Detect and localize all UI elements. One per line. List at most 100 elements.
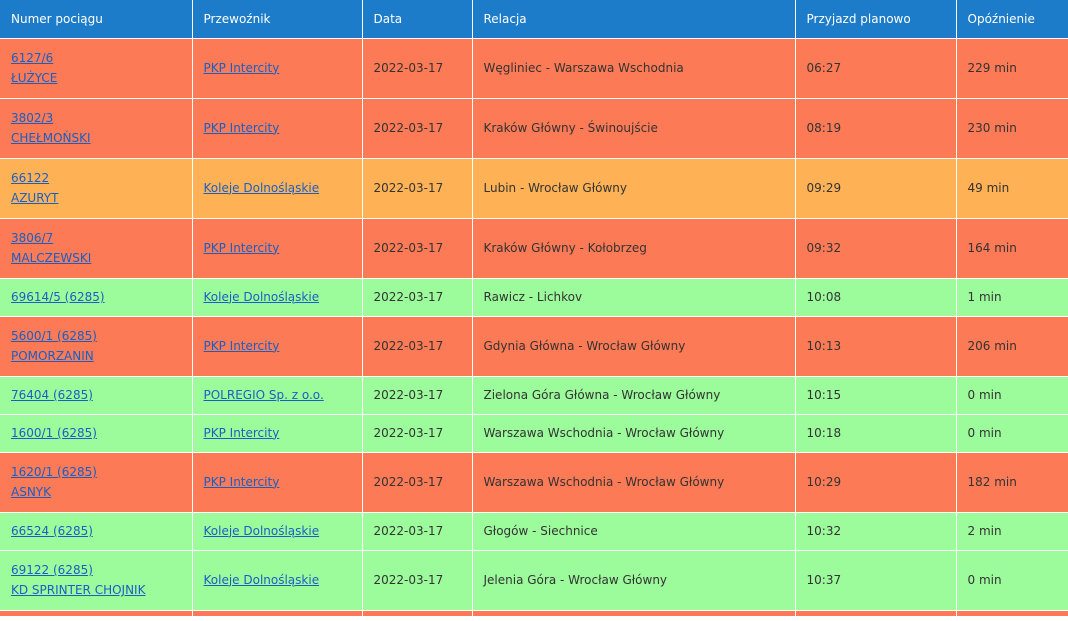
table-row: 69614/5 (6285) Koleje Dolnośląskie 2022-03… <box>0 277 1068 316</box>
train-number-link[interactable]: 66524 (6285) <box>11 524 93 538</box>
header-planned-arrival[interactable]: Przyjazd planowo <box>795 0 957 38</box>
table-row: 1620/1 (6285) ASNYK PKP Intercity 2022-03-1… <box>0 451 1068 512</box>
partial-cell <box>795 609 957 616</box>
date-cell: 2022-03-17 <box>362 375 473 414</box>
train-number-cell: 76404 (6285) <box>0 375 193 414</box>
partial-cell <box>956 609 1068 616</box>
train-number-cell: 6127/6 ŁUŻYCE <box>0 37 193 98</box>
route-cell: Rawicz - Lichkov <box>472 277 796 316</box>
planned-arrival-cell: 10:18 <box>795 413 957 452</box>
train-number-link[interactable]: 3802/3 <box>11 111 54 125</box>
train-number-cell: 66524 (6285) <box>0 511 193 550</box>
route-cell: Zielona Góra Główna - Wrocław Główny <box>472 375 796 414</box>
table-row-partial <box>0 609 1068 616</box>
carrier-cell: Koleje Dolnośląskie <box>192 549 363 610</box>
planned-arrival-cell: 10:13 <box>795 315 957 376</box>
header-train-number[interactable]: Numer pociągu <box>0 0 193 38</box>
carrier-link[interactable]: Koleje Dolnośląskie <box>203 289 320 304</box>
planned-arrival-cell: 09:29 <box>795 157 957 218</box>
carrier-link[interactable]: Koleje Dolnośląskie <box>203 523 320 538</box>
date-cell: 2022-03-17 <box>362 277 473 316</box>
train-number-link[interactable]: 1600/1 (6285) <box>11 426 97 440</box>
partial-cell <box>0 609 193 616</box>
date-cell: 2022-03-17 <box>362 451 473 512</box>
train-name-link[interactable]: MALCZEWSKI <box>11 251 92 265</box>
date-cell: 2022-03-17 <box>362 413 473 452</box>
carrier-link[interactable]: PKP Intercity <box>203 425 280 440</box>
planned-arrival-cell: 10:08 <box>795 277 957 316</box>
train-name-link[interactable]: ŁUŻYCE <box>11 71 58 85</box>
train-number-link[interactable]: 66122 <box>11 171 50 185</box>
table-row: 1600/1 (6285) PKP Intercity 2022-03-17 Wars… <box>0 413 1068 452</box>
train-number-link[interactable]: 6127/6 <box>11 51 54 65</box>
train-name-link[interactable]: ASNYK <box>11 485 52 499</box>
carrier-cell: Koleje Dolnośląskie <box>192 157 363 218</box>
train-number-cell: 1620/1 (6285) ASNYK <box>0 451 193 512</box>
train-number-link[interactable]: 69614/5 (6285) <box>11 290 105 304</box>
route-cell: Kraków Główny - Świnoujście <box>472 97 796 158</box>
planned-arrival-cell: 10:32 <box>795 511 957 550</box>
table-row: 5600/1 (6285) POMORZANIN PKP Intercity 2022… <box>0 315 1068 376</box>
delay-cell: 0 min <box>956 413 1068 452</box>
partial-cell <box>472 609 796 616</box>
header-date[interactable]: Data <box>362 0 473 38</box>
carrier-link[interactable]: PKP Intercity <box>203 60 280 75</box>
delay-cell: 0 min <box>956 375 1068 414</box>
delay-cell: 49 min <box>956 157 1068 218</box>
train-number-cell: 66122 AZURYT <box>0 157 193 218</box>
carrier-cell: POLREGIO Sp. z o.o. <box>192 375 363 414</box>
train-number-cell: 69614/5 (6285) <box>0 277 193 316</box>
carrier-cell: Koleje Dolnośląskie <box>192 277 363 316</box>
train-number-cell: 3802/3 CHEŁMOŃSKI <box>0 97 193 158</box>
route-cell: Głogów - Siechnice <box>472 511 796 550</box>
train-number-link[interactable]: 69122 (6285) <box>11 563 93 577</box>
carrier-link[interactable]: PKP Intercity <box>203 474 280 489</box>
route-cell: Jelenia Góra - Wrocław Główny <box>472 549 796 610</box>
planned-arrival-cell: 06:27 <box>795 37 957 98</box>
header-carrier[interactable]: Przewoźnik <box>192 0 363 38</box>
carrier-link[interactable]: Koleje Dolnośląskie <box>203 180 320 195</box>
train-number-cell: 5600/1 (6285) POMORZANIN <box>0 315 193 376</box>
carrier-link[interactable]: POLREGIO Sp. z o.o. <box>203 387 324 402</box>
date-cell: 2022-03-17 <box>362 315 473 376</box>
carrier-link[interactable]: Koleje Dolnośląskie <box>203 572 320 587</box>
carrier-cell: PKP Intercity <box>192 315 363 376</box>
header-route[interactable]: Relacja <box>472 0 796 38</box>
train-number-link[interactable]: 76404 (6285) <box>11 388 93 402</box>
route-cell: Kraków Główny - Kołobrzeg <box>472 217 796 278</box>
table-header-row: Numer pociągu Przewoźnik Data Relacja Pr… <box>0 0 1068 38</box>
delay-cell: 229 min <box>956 37 1068 98</box>
table-row: 69122 (6285) KD SPRINTER CHOJNIK Koleje Do… <box>0 549 1068 610</box>
partial-cell <box>362 609 473 616</box>
carrier-cell: PKP Intercity <box>192 413 363 452</box>
carrier-cell: PKP Intercity <box>192 97 363 158</box>
train-name-link[interactable]: CHEŁMOŃSKI <box>11 131 91 145</box>
train-name-link[interactable]: KD SPRINTER CHOJNIK <box>11 583 146 597</box>
delay-cell: 164 min <box>956 217 1068 278</box>
carrier-link[interactable]: PKP Intercity <box>203 240 280 255</box>
route-cell: Gdynia Główna - Wrocław Główny <box>472 315 796 376</box>
table-row: 6127/6 ŁUŻYCE PKP Intercity 2022-03-17 Węgli… <box>0 37 1068 98</box>
date-cell: 2022-03-17 <box>362 37 473 98</box>
table-row: 66122 AZURYT Koleje Dolnośląskie 2022-03-17… <box>0 157 1068 218</box>
train-number-cell: 1600/1 (6285) <box>0 413 193 452</box>
date-cell: 2022-03-17 <box>362 549 473 610</box>
train-number-link[interactable]: 5600/1 (6285) <box>11 329 97 343</box>
carrier-link[interactable]: PKP Intercity <box>203 338 280 353</box>
carrier-cell: PKP Intercity <box>192 451 363 512</box>
planned-arrival-cell: 10:15 <box>795 375 957 414</box>
header-delay[interactable]: Opóźnienie <box>956 0 1068 38</box>
planned-arrival-cell: 09:32 <box>795 217 957 278</box>
train-number-link[interactable]: 3806/7 <box>11 231 54 245</box>
delay-cell: 182 min <box>956 451 1068 512</box>
delay-cell: 0 min <box>956 549 1068 610</box>
train-number-link[interactable]: 1620/1 (6285) <box>11 465 97 479</box>
date-cell: 2022-03-17 <box>362 511 473 550</box>
train-name-link[interactable]: AZURYT <box>11 191 59 205</box>
carrier-link[interactable]: PKP Intercity <box>203 120 280 135</box>
route-cell: Warszawa Wschodnia - Wrocław Główny <box>472 413 796 452</box>
table-row: 76404 (6285) POLREGIO Sp. z o.o. 2022-03-1… <box>0 375 1068 414</box>
train-name-link[interactable]: POMORZANIN <box>11 349 94 363</box>
date-cell: 2022-03-17 <box>362 157 473 218</box>
